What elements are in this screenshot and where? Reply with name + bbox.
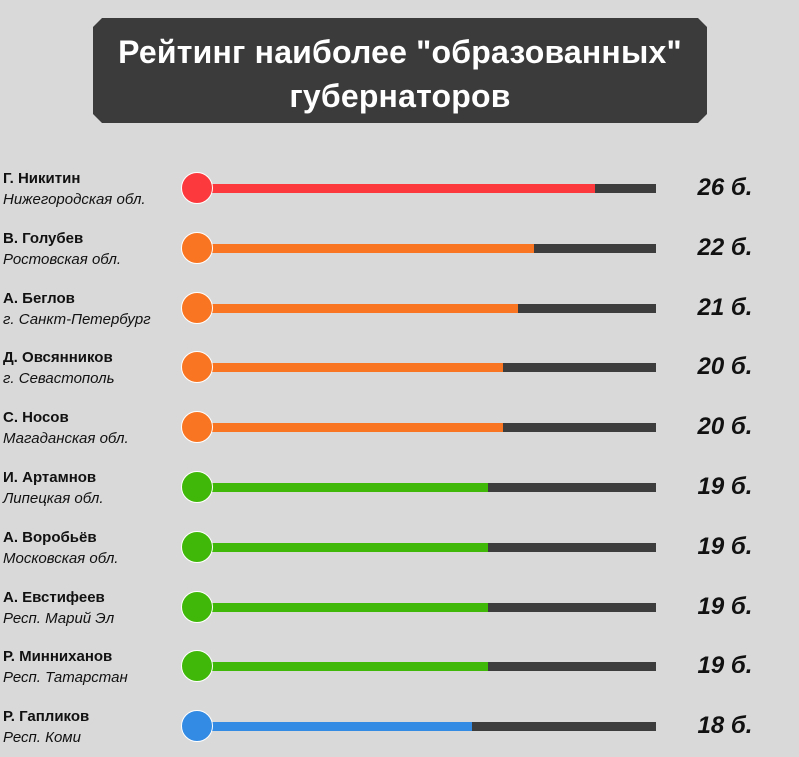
governor-name: А. Воробьёв	[3, 528, 97, 546]
bar-track	[197, 363, 656, 373]
ranking-row: В. Голубев Ростовская обл. 22 б.	[0, 229, 799, 279]
score-label: 19 б.	[697, 473, 753, 500]
governor-name: С. Носов	[3, 409, 69, 427]
chart-title-line-2: губернаторов	[289, 78, 511, 114]
bar-fill	[197, 602, 488, 612]
score-label: 21 б.	[697, 293, 753, 321]
bar-fill	[197, 423, 503, 433]
ranking-row: Д. Овсянников г. Севастополь 20 б.	[0, 348, 799, 398]
bar-fill	[197, 184, 595, 193]
banner-corner	[93, 18, 102, 27]
ranking-row: Р. Гапликов Респ. Коми 18 б.	[0, 707, 799, 757]
score-label: 19 б.	[697, 532, 753, 560]
governor-name: А. Евстифеев	[3, 588, 105, 606]
bar-track	[197, 602, 656, 612]
ranking-row: А. Беглов г. Санкт-Петербург 21 б.	[0, 289, 799, 339]
score-label: 19 б.	[697, 652, 753, 680]
bar-marker-dot	[181, 172, 213, 204]
governor-name: В. Голубев	[3, 229, 84, 247]
governor-region: Респ. Татарстан	[3, 669, 128, 687]
governor-name: Д. Овсянников	[3, 349, 113, 367]
bar-marker-dot	[181, 411, 213, 444]
chart-title: Рейтинг наиболее "образованных" губернат…	[93, 30, 707, 118]
governor-name: А. Беглов	[3, 289, 75, 307]
bar-fill	[197, 303, 518, 313]
bar-track	[197, 184, 656, 193]
governor-region: Магаданская обл.	[3, 430, 129, 448]
score-label: 22 б.	[697, 233, 753, 261]
bar-marker-dot	[181, 291, 213, 324]
governor-region: г. Санкт-Петербург	[3, 310, 151, 328]
banner-corner	[698, 114, 707, 123]
ranking-row: А. Воробьёв Московская обл. 19 б.	[0, 528, 799, 578]
bar-track	[197, 243, 656, 253]
bar-track	[197, 542, 656, 552]
bar-marker-dot	[181, 471, 213, 503]
governor-name: И. Артамнов	[3, 469, 97, 486]
bar-marker-dot	[181, 231, 213, 264]
bar-fill	[197, 483, 488, 492]
score-label: 20 б.	[697, 353, 753, 381]
ranking-row: С. Носов Магаданская обл. 20 б.	[0, 408, 799, 458]
governor-region: Респ. Коми	[3, 729, 81, 747]
banner-corner	[93, 114, 102, 123]
bar-track	[197, 483, 656, 492]
score-label: 20 б.	[697, 413, 753, 441]
bar-track	[197, 722, 656, 732]
bar-fill	[197, 722, 472, 732]
bar-marker-dot	[181, 530, 213, 563]
bar-track	[197, 662, 656, 672]
score-label: 18 б.	[697, 712, 753, 740]
bar-fill	[197, 363, 503, 373]
bar-fill	[197, 662, 488, 672]
bar-marker-dot	[181, 710, 213, 743]
bar-fill	[197, 542, 488, 552]
score-label: 26 б.	[697, 174, 753, 201]
governor-name: Г. Никитин	[3, 170, 81, 187]
bar-marker-dot	[181, 650, 213, 683]
score-label: 19 б.	[697, 592, 753, 620]
governor-region: Московская обл.	[3, 549, 119, 567]
chart-title-line-1: Рейтинг наиболее "образованных"	[118, 34, 682, 70]
bar-marker-dot	[181, 590, 213, 623]
ranking-row: И. Артамнов Липецкая обл. 19 б.	[0, 468, 799, 518]
governor-region: Респ. Марий Эл	[3, 609, 115, 627]
ranking-row: Г. Никитин Нижегородская обл. 26 б.	[0, 169, 799, 219]
governor-name: Р. Минниханов	[3, 648, 113, 666]
governor-name: Р. Гапликов	[3, 708, 90, 726]
governor-region: Нижегородская обл.	[3, 191, 146, 208]
governor-region: Ростовская обл.	[3, 250, 122, 268]
governor-region: г. Севастополь	[3, 370, 115, 388]
bar-track	[197, 423, 656, 433]
bar-track	[197, 303, 656, 313]
title-banner: Рейтинг наиболее "образованных" губернат…	[93, 18, 707, 123]
ranking-row: Р. Минниханов Респ. Татарстан 19 б.	[0, 647, 799, 697]
governor-region: Липецкая обл.	[3, 490, 104, 507]
ranking-row: А. Евстифеев Респ. Марий Эл 19 б.	[0, 588, 799, 638]
bar-marker-dot	[181, 351, 213, 384]
bar-fill	[197, 243, 534, 253]
banner-corner	[698, 18, 707, 27]
